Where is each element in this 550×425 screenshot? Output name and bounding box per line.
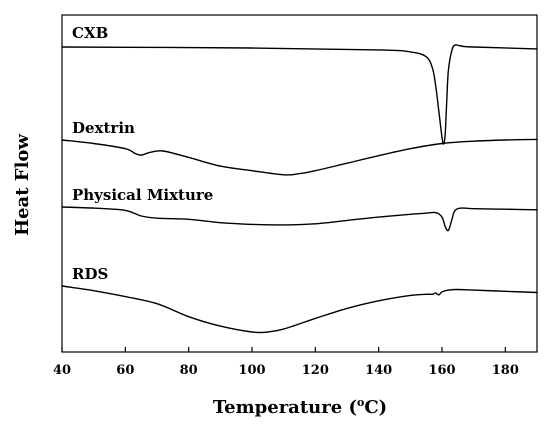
x-axis-title: Temperature (oC) <box>213 396 387 418</box>
x-tick-label: 120 <box>302 363 329 378</box>
x-tick-label: 100 <box>238 363 265 378</box>
series-label-cxb: CXB <box>72 24 108 42</box>
curves-group <box>61 44 538 334</box>
series-line-physical-mixture <box>61 206 538 232</box>
series-label-physical-mixture: Physical Mixture <box>72 186 213 204</box>
x-tick-label: 40 <box>53 363 71 378</box>
x-tick-label: 140 <box>365 363 392 378</box>
series-label-rds: RDS <box>72 265 108 283</box>
series-line-rds <box>61 285 538 334</box>
x-tick-label: 60 <box>116 363 134 378</box>
y-axis-title: Heat Flow <box>12 134 33 236</box>
x-tick-label: 180 <box>492 363 519 378</box>
plot-frame <box>61 14 538 353</box>
series-line-cxb <box>61 44 538 145</box>
x-axis-ticks: 40 60 80 100 120 140 160 180 <box>53 347 519 378</box>
series-labels-group: CXB Dextrin Physical Mixture RDS <box>72 24 213 283</box>
x-tick-label: 160 <box>428 363 455 378</box>
x-tick-label: 80 <box>180 363 198 378</box>
series-label-dextrin: Dextrin <box>72 119 135 137</box>
series-line-dextrin <box>61 138 538 176</box>
